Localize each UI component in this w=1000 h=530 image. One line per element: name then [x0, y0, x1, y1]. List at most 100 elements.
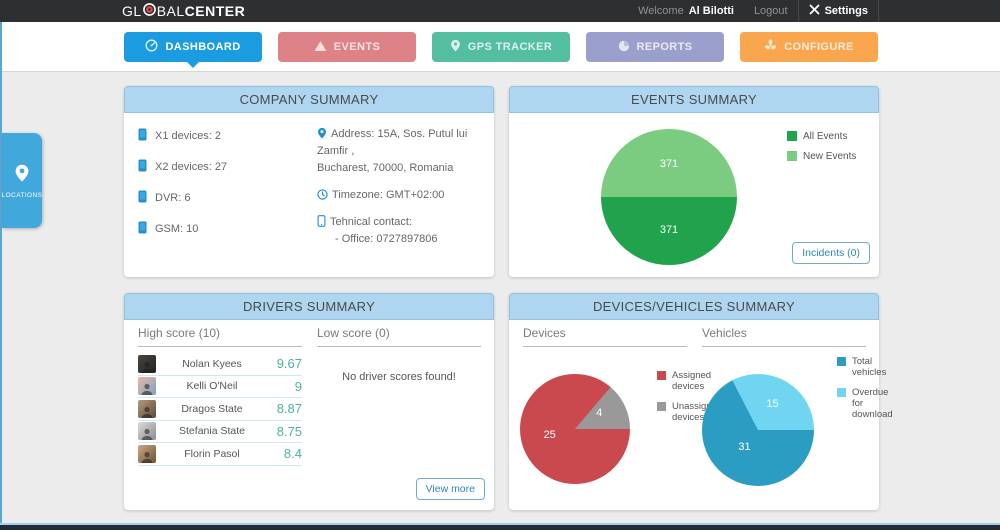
- devices-legend: Assigned devices Unassigned devices: [657, 370, 723, 424]
- mobile-device-icon: [138, 159, 147, 175]
- company-summary-panel: COMPANY SUMMARY X1 devices: 2 X2 devices…: [124, 86, 494, 277]
- technical-contact-block: Tehnical contact: - Office: 0727897806: [317, 214, 485, 248]
- device-count-label: DVR: 6: [155, 192, 191, 204]
- top-right-menu: Welcome Al Bilotti Logout Settings: [628, 0, 1000, 22]
- legend-label: Total vehicles: [852, 356, 887, 378]
- tab-dashboard[interactable]: DASHBOARD: [124, 32, 262, 68]
- tab-events-label: EVENTS: [333, 41, 381, 53]
- incidents-button[interactable]: Incidents (0): [792, 242, 870, 264]
- user-name: Al Bilotti: [688, 5, 734, 17]
- logo-target-icon: [142, 3, 157, 19]
- legend-label: Overdue for download: [852, 386, 893, 420]
- legend-swatch: [657, 401, 666, 411]
- timezone-text: Timezone: GMT+02:00: [332, 189, 445, 202]
- logo-text-bal: BAL: [156, 3, 185, 19]
- vehicles-header: Vehicles: [702, 326, 866, 347]
- devices-pie-label-assigned: 25: [543, 428, 556, 441]
- company-contact-info: Address: 15A, Sos. Putul lui Zamfir , Bu…: [317, 126, 485, 258]
- address-block: Address: 15A, Sos. Putul lui Zamfir , Bu…: [317, 126, 485, 177]
- device-count-row: GSM: 10: [138, 221, 227, 237]
- tools-icon: [809, 4, 825, 18]
- address-line2: Bucharest, 70000, Romania: [317, 162, 454, 175]
- high-score-list: Nolan Kyees 9.67 Kelli O'Neil 9 Dragos S…: [138, 353, 302, 466]
- company-summary-title: COMPANY SUMMARY: [124, 86, 494, 113]
- legend-item-unassigned: Unassigned devices: [657, 400, 723, 424]
- driver-score: 8.4: [283, 446, 302, 462]
- device-count-label: X1 devices: 2: [155, 130, 222, 142]
- legend-item-assigned: Assigned devices: [657, 370, 719, 393]
- pie-chart-icon: [618, 39, 630, 55]
- nav-bar: DASHBOARD EVENTS GPS TRACKER: [2, 22, 1000, 72]
- drivers-summary-title: DRIVERS SUMMARY: [124, 293, 494, 320]
- driver-row: Nolan Kyees 9.67: [138, 353, 302, 376]
- driver-name: Stefania State: [179, 425, 245, 438]
- vehicles-pie-chart: 31 15: [702, 374, 814, 486]
- window-bottom-edge: [0, 523, 1000, 530]
- logo-text-center: CENTER: [184, 3, 246, 19]
- legend-item-overdue-download: Overdue for download: [837, 386, 899, 421]
- vehicles-pie-label-total: 31: [738, 440, 751, 453]
- driver-row: Stefania State 8.75: [138, 421, 302, 443]
- logo-text-gl: GL: [122, 3, 142, 19]
- device-count-row: X2 devices: 27: [138, 159, 227, 175]
- tab-configure-label: CONFIGURE: [784, 41, 854, 53]
- tab-gps-tracker[interactable]: GPS TRACKER: [432, 32, 570, 62]
- address-line1: Address: 15A, Sos. Putul lui Zamfir ,: [317, 128, 468, 158]
- legend-swatch: [787, 131, 797, 141]
- legend-swatch: [837, 357, 846, 366]
- events-pie-chart: 371 371: [601, 129, 737, 265]
- content-area: LOCATIONS COMPANY SUMMARY X1 devices: 2 …: [2, 72, 1000, 523]
- devices-vehicles-summary-panel: DEVICES/VEHICLES SUMMARY Devices Vehicle…: [509, 293, 893, 510]
- logout-link[interactable]: Logout: [753, 5, 788, 17]
- tab-events[interactable]: EVENTS: [278, 32, 416, 62]
- driver-name: Kelli O'Neil: [186, 380, 238, 393]
- company-device-counts: X1 devices: 2 X2 devices: 27 DVR: 6 GSM:…: [138, 128, 227, 252]
- driver-score: 9.67: [276, 356, 302, 372]
- legend-item-new-events: New Events: [787, 150, 856, 163]
- events-pie-label-all: 371: [659, 223, 679, 236]
- device-count-label: GSM: 10: [155, 223, 199, 235]
- settings-button[interactable]: Settings: [797, 0, 879, 22]
- legend-swatch: [787, 150, 797, 161]
- low-score-empty-message: No driver scores found!: [342, 371, 456, 383]
- contact-office: - Office: 0727897806: [335, 233, 438, 246]
- legend-label: Assigned devices: [672, 370, 712, 392]
- device-count-label: X2 devices: 27: [155, 161, 228, 173]
- tab-gps-tracker-label: GPS TRACKER: [467, 41, 553, 53]
- events-pie-label-new: 371: [659, 158, 679, 171]
- device-count-row: X1 devices: 2: [138, 128, 227, 144]
- top-bar: GL BAL CENTER Welcome Al Bilotti Logout: [0, 0, 1000, 22]
- driver-avatar: [138, 399, 156, 418]
- warning-triangle-icon: [314, 40, 327, 55]
- driver-row: Florin Pasol 8.4: [138, 443, 302, 466]
- devices-pie-label-unassigned: 4: [596, 406, 603, 419]
- events-legend: All Events New Events: [787, 131, 856, 162]
- legend-label: Unassigned devices: [672, 400, 723, 423]
- legend-swatch: [837, 387, 846, 397]
- driver-avatar: [138, 444, 156, 463]
- legend-item-all-events: All Events: [787, 131, 856, 143]
- driver-row: Dragos State 8.87: [138, 398, 302, 421]
- vehicles-legend: Total vehicles Overdue for download: [837, 356, 899, 421]
- view-more-button[interactable]: View more: [415, 478, 485, 500]
- mobile-device-icon: [138, 128, 147, 144]
- tab-configure[interactable]: CONFIGURE: [740, 32, 878, 62]
- timezone-block: Timezone: GMT+02:00: [317, 187, 485, 204]
- high-score-header: High score (10): [138, 326, 302, 347]
- tab-dashboard-label: DASHBOARD: [165, 41, 241, 53]
- vehicles-pie-label-overdue: 15: [766, 398, 779, 411]
- driver-avatar: [138, 377, 156, 396]
- low-score-header: Low score (0): [317, 326, 481, 347]
- phone-icon: [317, 215, 330, 228]
- mobile-device-icon: [138, 190, 147, 206]
- welcome-label: Welcome: [638, 5, 684, 17]
- events-summary-panel: EVENTS SUMMARY 371 371 All Events New Ev…: [509, 86, 879, 277]
- locations-pin-icon: [14, 163, 30, 188]
- devices-pie-chart: 25 4: [520, 374, 630, 484]
- welcome-segment: Welcome Al Bilotti: [628, 0, 744, 22]
- tab-reports-label: REPORTS: [636, 41, 693, 53]
- tab-reports[interactable]: REPORTS: [586, 32, 724, 62]
- driver-avatar: [138, 422, 156, 441]
- locations-side-tab[interactable]: LOCATIONS: [2, 133, 42, 228]
